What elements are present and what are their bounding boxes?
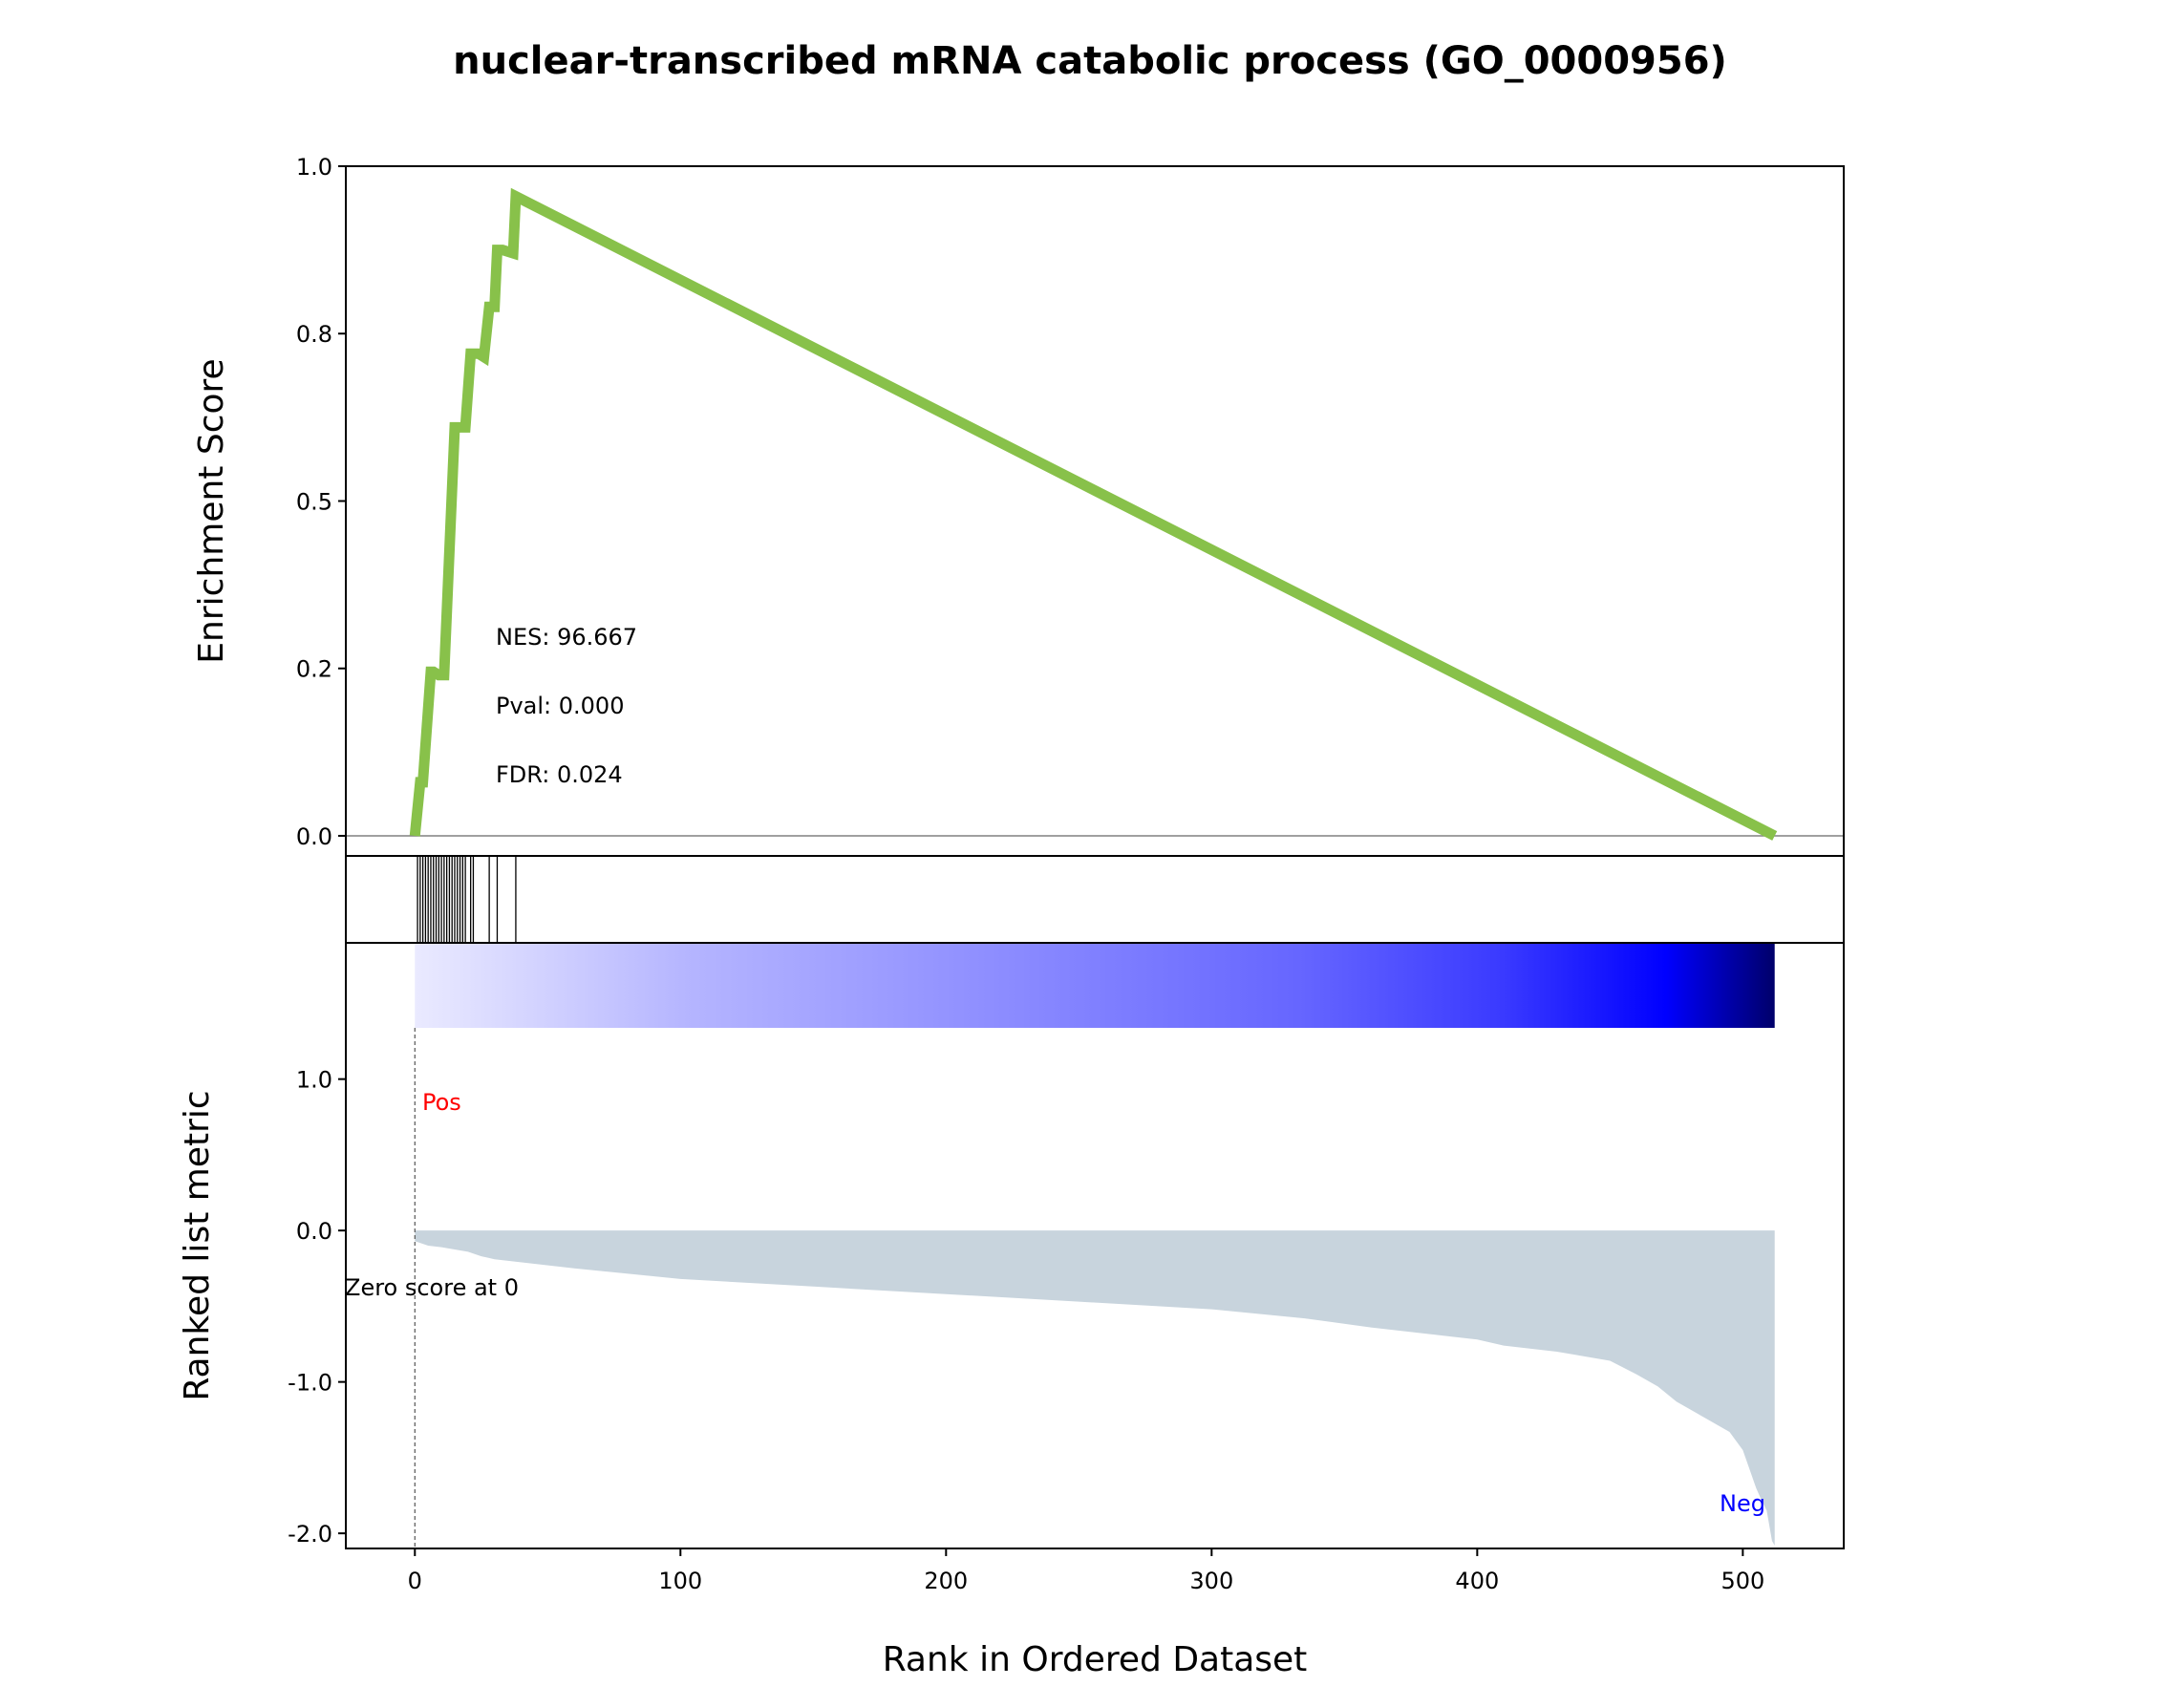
x-axis-ticks: 0 100 200 300 400 500 — [408, 1548, 1764, 1594]
x-tick-label: 400 — [1455, 1568, 1499, 1594]
nes-annotation: NES: 96.667 — [496, 624, 637, 651]
es-y-tick-label: 0.8 — [296, 321, 332, 348]
rank-y-axis-label: Ranked list metric — [178, 1090, 217, 1400]
rank-panel-frame — [345, 942, 1845, 1549]
ranked-metric-area — [415, 1230, 1775, 1546]
x-axis-label: Rank in Ordered Dataset — [883, 1640, 1308, 1679]
hit-markers — [417, 856, 517, 943]
pos-label: Pos — [422, 1089, 461, 1116]
x-tick-label: 500 — [1720, 1568, 1764, 1594]
es-y-tick-label: 1.0 — [296, 154, 332, 181]
rank-y-ticks: 1.0 0.0 -1.0 -2.0 — [288, 1067, 346, 1548]
es-y-axis-label: Enrichment Score — [192, 358, 231, 663]
rank-heatmap-bar — [415, 944, 1775, 1028]
ranked-metric-panel: 1.0 0.0 -1.0 -2.0 Pos Neg Zero score at 0 R… — [178, 942, 1845, 1679]
rank-y-tick-label: 1.0 — [296, 1067, 332, 1094]
x-tick-label: 200 — [924, 1568, 968, 1594]
es-y-tick-label: 0.2 — [296, 656, 332, 683]
es-y-tick-label: 0.5 — [296, 488, 332, 515]
chart-title: nuclear-transcribed mRNA catabolic proce… — [453, 39, 1727, 83]
es-y-tick-label: 0.0 — [296, 823, 332, 850]
x-tick-label: 100 — [658, 1568, 702, 1594]
enrichment-score-line — [409, 187, 1778, 841]
pval-annotation: Pval: 0.000 — [496, 693, 624, 719]
rank-y-tick-label: -1.0 — [288, 1370, 332, 1397]
rank-y-tick-label: 0.0 — [296, 1218, 332, 1245]
enrichment-score-panel: 0.00.20.50.81.0 NES: 96.667 Pval: 0.000 … — [192, 154, 1845, 857]
fdr-annotation: FDR: 0.024 — [496, 761, 623, 788]
neg-label: Neg — [1720, 1490, 1765, 1517]
x-tick-label: 0 — [408, 1568, 422, 1594]
zero-score-annotation: Zero score at 0 — [345, 1274, 519, 1301]
rank-y-tick-label: -2.0 — [288, 1521, 332, 1548]
x-tick-label: 300 — [1189, 1568, 1233, 1594]
es-y-ticks: 0.0 0.2 0.5 0.8 1.0 — [296, 154, 346, 850]
